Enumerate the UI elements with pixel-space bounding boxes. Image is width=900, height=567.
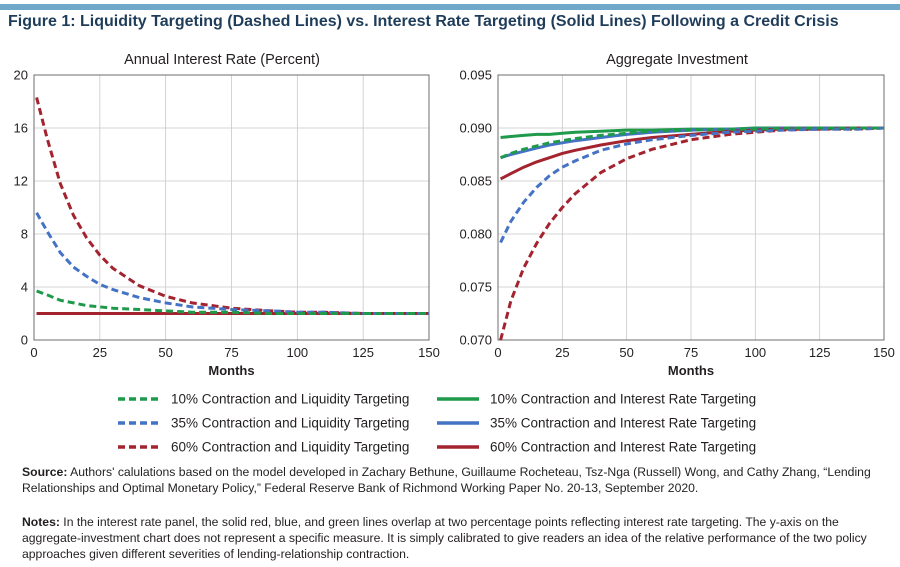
- x-tick-label: 75: [224, 345, 238, 360]
- y-tick-label: 12: [14, 174, 28, 189]
- x-tick-label: 150: [418, 345, 440, 360]
- y-tick-label: 0.075: [459, 280, 492, 295]
- x-tick-label: 100: [744, 345, 766, 360]
- accent-bar: [0, 4, 900, 10]
- charts-canvas: Annual Interest Rate (Percent) 0 25 50 75 100…: [14, 52, 895, 455]
- chart-title: Annual Interest Rate (Percent): [124, 52, 320, 68]
- y-tick-label: 0.095: [459, 68, 492, 83]
- series-line: [499, 126, 885, 244]
- notes-label: Notes:: [22, 515, 60, 529]
- source-text: Authors' calulations based on the model …: [22, 465, 871, 495]
- figure-title: Figure 1: Liquidity Targeting (Dashed Li…: [8, 13, 839, 30]
- x-tick-label: 0: [494, 345, 501, 360]
- aggregate-investment-panel: Aggregate Investment 0 25 50 75 100 125 150 0.07…: [459, 52, 894, 378]
- source-note: Source: Authors' calulations based on th…: [22, 464, 882, 496]
- notes-text: In the interest rate panel, the solid re…: [22, 515, 867, 561]
- y-tick-label: 16: [14, 121, 28, 136]
- x-axis-label: Months: [208, 363, 254, 378]
- legend-label: 35% Contraction and Interest Rate Target…: [490, 416, 756, 431]
- x-tick-label: 75: [684, 345, 698, 360]
- x-tick-label: 50: [619, 345, 633, 360]
- y-tick-label: 8: [21, 227, 28, 242]
- x-tick-label: 25: [555, 345, 569, 360]
- x-tick-label: 125: [809, 345, 831, 360]
- legend-label: 10% Contraction and Liquidity Targeting: [171, 392, 409, 407]
- series-line: [36, 289, 429, 315]
- interest-rate-panel: Annual Interest Rate (Percent) 0 25 50 75 100…: [14, 52, 440, 378]
- legend-label: 10% Contraction and Interest Rate Target…: [490, 392, 756, 407]
- notes: Notes: In the interest rate panel, the s…: [22, 514, 882, 562]
- x-axis-label: Months: [668, 363, 714, 378]
- legend-label: 35% Contraction and Liquidity Targeting: [171, 416, 409, 431]
- y-tick-label: 0.080: [459, 227, 492, 242]
- x-tick-label: 100: [286, 345, 308, 360]
- legend: 10% Contraction and Liquidity Targeting 1…: [118, 392, 756, 455]
- legend-label: 60% Contraction and Interest Rate Target…: [490, 440, 756, 455]
- y-tick-label: 0.070: [459, 333, 492, 348]
- y-tick-label: 20: [14, 68, 28, 83]
- series-line: [500, 126, 884, 160]
- source-label: Source:: [22, 465, 68, 479]
- x-tick-label: 0: [30, 345, 37, 360]
- chart-title: Aggregate Investment: [606, 52, 748, 68]
- x-tick-label: 125: [352, 345, 374, 360]
- x-tick-label: 25: [93, 345, 107, 360]
- plot-frame: [497, 74, 885, 341]
- series-line: [35, 212, 429, 315]
- y-tick-label: 0.090: [459, 121, 492, 136]
- y-tick-label: 0: [21, 333, 28, 348]
- y-tick-label: 0.085: [459, 174, 492, 189]
- y-tick-label: 4: [21, 280, 28, 295]
- x-tick-label: 50: [158, 345, 172, 360]
- x-tick-label: 150: [873, 345, 895, 360]
- legend-label: 60% Contraction and Liquidity Targeting: [171, 440, 409, 455]
- plot-frame: [33, 74, 430, 341]
